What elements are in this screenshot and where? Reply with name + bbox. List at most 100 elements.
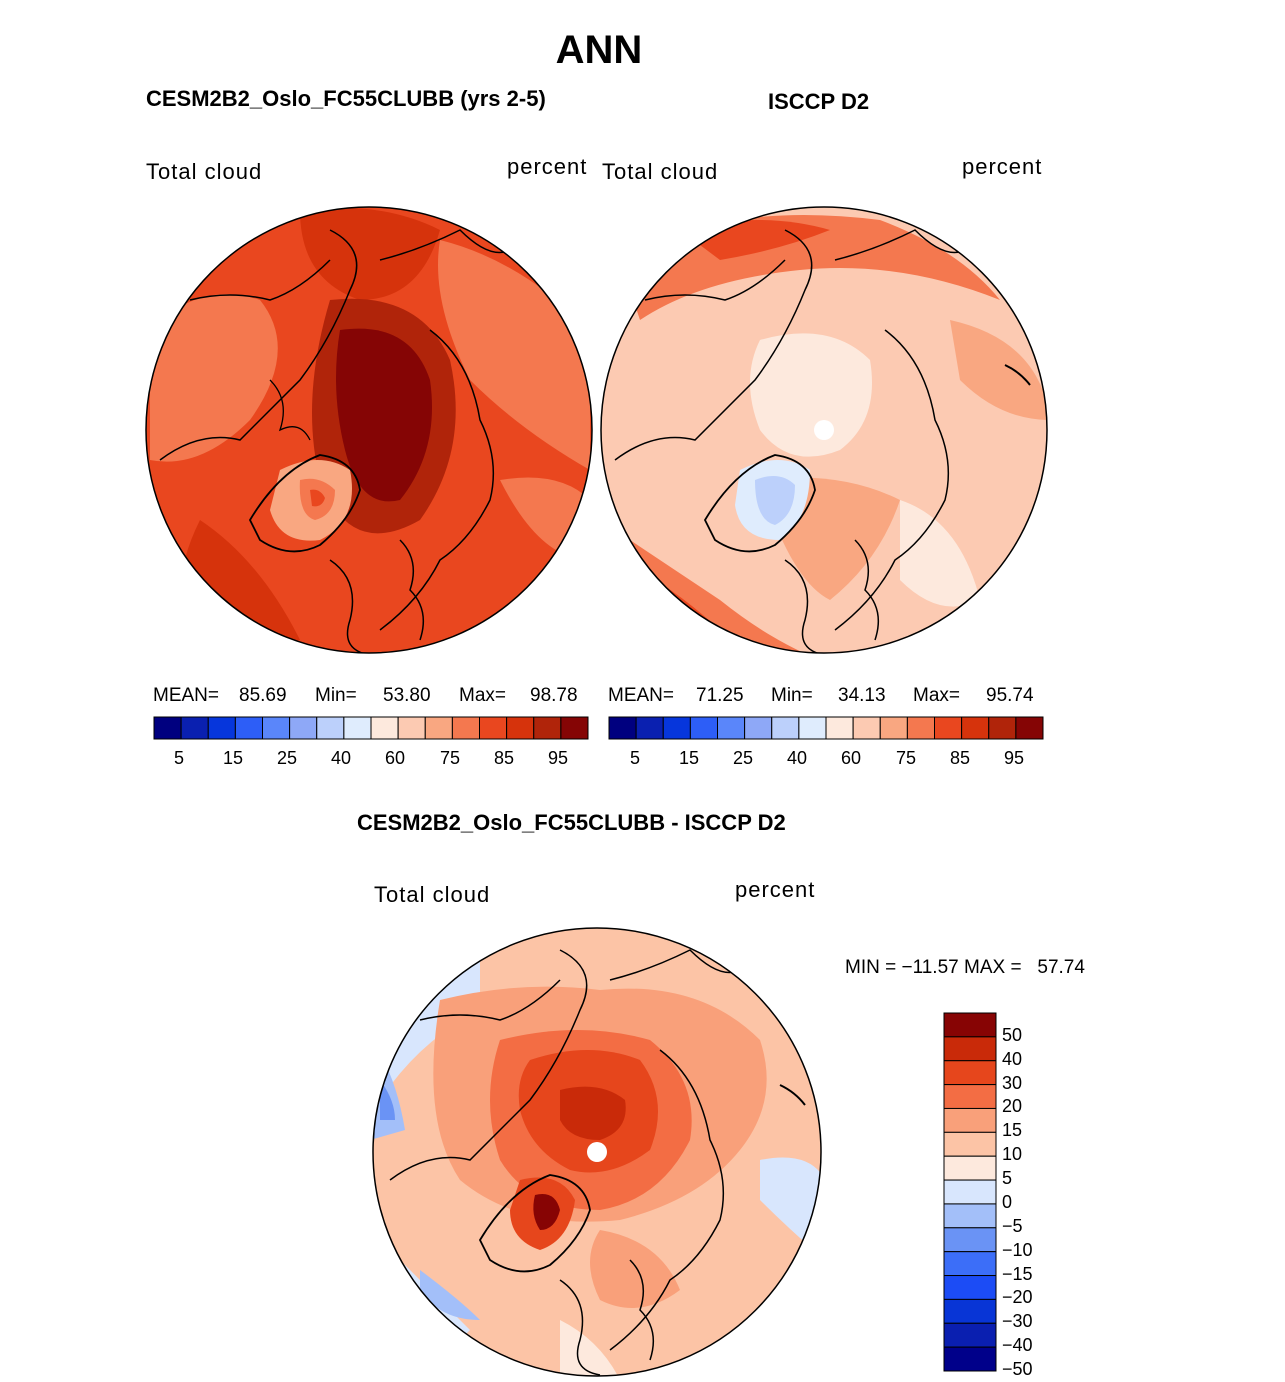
difference-tick: −20 [1002, 1287, 1033, 1308]
panel-1-units-label: percent [507, 154, 588, 179]
panel-1-mean-value: 85.69 [239, 685, 287, 706]
colorbar-swatch [852, 716, 881, 740]
colorbar-swatch [825, 716, 854, 740]
colorbar-swatch [1015, 716, 1044, 740]
panel-2-min-label: Min= [771, 685, 813, 706]
panel-1-colorbar [153, 716, 589, 740]
colorbar-swatch [943, 1131, 997, 1157]
colorbar-swatch [289, 716, 318, 740]
panel-1-tick: 95 [548, 748, 569, 768]
colorbar-swatch [207, 716, 236, 740]
colorbar-swatch [635, 716, 664, 740]
colorbar-swatch [943, 1084, 997, 1109]
colorbar-swatch [906, 716, 935, 740]
panel-2-variable-label: Total cloud [602, 159, 719, 184]
colorbar-swatch [988, 716, 1017, 740]
colorbar-swatch [560, 716, 589, 740]
panel-1-tick: 25 [277, 748, 298, 768]
panel-1-tick: 15 [223, 748, 244, 768]
colorbar-swatch [943, 1227, 997, 1253]
difference-units-label: percent [735, 877, 816, 902]
panel-1-tick: 60 [385, 748, 406, 768]
colorbar-swatch [943, 1107, 997, 1133]
panel-2-header: ISCCP D2 [768, 89, 870, 114]
panel-1-max-label: Max= [459, 685, 506, 706]
colorbar-swatch [943, 1155, 997, 1181]
figure-title: ANN [555, 28, 643, 72]
panel-2-tick: 85 [950, 748, 971, 768]
panel-2-tick: 40 [787, 748, 808, 768]
difference-tick: 30 [1002, 1072, 1023, 1093]
colorbar-swatch [879, 716, 908, 740]
panel-1-mean-label: MEAN= [153, 685, 219, 706]
panel-2-max-value: 95.74 [986, 685, 1034, 706]
colorbar-swatch [689, 716, 718, 740]
panel-2-colorbar [608, 716, 1044, 740]
difference-tick: 5 [1002, 1168, 1013, 1189]
difference-min-max: MIN = −11.57 MAX = 57.74 [845, 957, 1085, 978]
colorbar-swatch [262, 716, 291, 740]
difference-tick: 40 [1002, 1048, 1023, 1069]
panel-1-min-label: Min= [315, 685, 357, 706]
colorbar-swatch [943, 1012, 997, 1038]
colorbar-swatch [479, 716, 508, 740]
panel-2-tick: 5 [630, 748, 641, 768]
colorbar-swatch [943, 1322, 997, 1348]
difference-tick: −10 [1002, 1239, 1033, 1260]
difference-tick: 20 [1002, 1096, 1023, 1117]
difference-header: CESM2B2_Oslo_FC55CLUBB - ISCCP D2 [357, 810, 786, 835]
colorbar-swatch [397, 716, 426, 740]
panel-1-tick: 75 [440, 748, 461, 768]
colorbar-swatch [943, 1275, 997, 1300]
panel-2-tick: 95 [1004, 748, 1025, 768]
colorbar-swatch [370, 716, 399, 740]
model-cloud-map [146, 207, 592, 653]
colorbar-swatch [506, 716, 535, 740]
difference-colorbar-ticks: 50 40 30 20 15 10 5 0 −5 −10 −15 −20 −30 −40 −50 [1002, 1012, 1062, 1379]
colorbar-swatch [717, 716, 746, 740]
colorbar-swatch [744, 716, 773, 740]
difference-tick: −30 [1002, 1311, 1033, 1332]
panel-1-tick: 85 [494, 748, 515, 768]
colorbar-swatch [533, 716, 562, 740]
difference-colorbar [943, 1012, 997, 1372]
colorbar-swatch [608, 716, 637, 740]
colorbar-swatch [343, 716, 372, 740]
difference-tick: 50 [1002, 1024, 1023, 1045]
difference-tick: −15 [1002, 1263, 1033, 1284]
difference-variable-label: Total cloud [374, 882, 491, 907]
panel-2-max-label: Max= [913, 685, 960, 706]
colorbar-swatch [934, 716, 963, 740]
difference-tick: −40 [1002, 1335, 1033, 1356]
colorbar-swatch [180, 716, 209, 740]
isccp-cloud-map [601, 207, 1047, 653]
panel-2-tick: 25 [733, 748, 754, 768]
colorbar-swatch [943, 1060, 997, 1086]
colorbar-swatch [943, 1203, 997, 1229]
difference-tick: 15 [1002, 1120, 1023, 1141]
difference-tick: −50 [1002, 1359, 1033, 1379]
difference-tick: 10 [1002, 1144, 1023, 1165]
panel-2-mean-value: 71.25 [696, 685, 744, 706]
panel-2-min-value: 34.13 [838, 685, 886, 706]
difference-tick: −5 [1002, 1215, 1023, 1236]
panel-2-tick: 15 [679, 748, 700, 768]
panel-1-tick: 40 [331, 748, 352, 768]
colorbar-swatch [943, 1346, 997, 1372]
colorbar-swatch [943, 1179, 997, 1205]
colorbar-swatch [316, 716, 345, 740]
colorbar-swatch [771, 716, 800, 740]
colorbar-swatch [943, 1036, 997, 1062]
panel-1-min-value: 53.80 [383, 685, 431, 706]
difference-tick: 0 [1002, 1191, 1013, 1212]
panel-2-tick: 60 [841, 748, 862, 768]
colorbar-swatch [662, 716, 691, 740]
colorbar-swatch [798, 716, 827, 740]
panel-1-tick: 5 [174, 748, 185, 768]
colorbar-swatch [153, 716, 182, 740]
colorbar-swatch [943, 1251, 997, 1277]
colorbar-swatch [234, 716, 263, 740]
colorbar-swatch [961, 716, 990, 740]
panel-1-max-value: 98.78 [530, 685, 578, 706]
